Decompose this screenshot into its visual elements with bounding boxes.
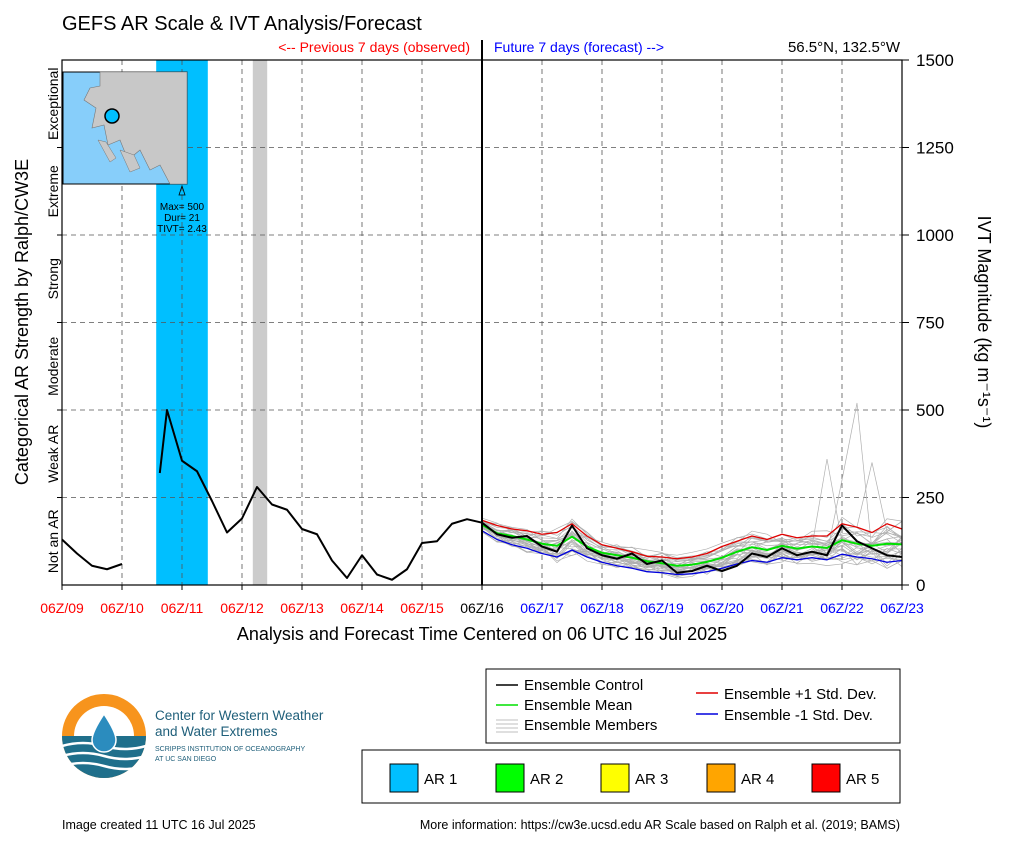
ensemble-plus-sd-line [481,519,903,560]
ar1-swatch [389,763,419,793]
series-legend: Ensemble Control Ensemble Mean Ensemble … [485,668,901,744]
ensemble-member-line [481,516,903,559]
ensemble-member-line [481,531,903,577]
ar5-swatch [811,763,841,793]
right-axis-tick-label: 250 [916,489,944,508]
logo-line-1: Center for Western Weather [155,708,324,723]
right-axis-tick-label: 500 [916,401,944,420]
logo-line-4: AT UC SAN DIEGO [155,756,217,763]
observed-ivt-line [158,409,483,581]
legend-members-label: Ensemble Members [524,717,657,734]
legend-plus-sd-label: Ensemble +1 Std. Dev. [724,686,877,703]
category-label: Strong [45,258,61,299]
x-axis-tick-label: 06Z/17 [520,600,564,616]
x-axis-tick-label: 06Z/16 [460,600,504,616]
x-axis-tick-label: 06Z/22 [820,600,864,616]
ensemble-member-line [481,458,903,566]
left-axis-title: Categorical AR Strength by Ralph/CW3E [12,159,32,485]
ensemble-control-line [481,521,903,574]
cw3e-logo: Center for Western Weather and Water Ext… [61,694,324,778]
logo-line-3: SCRIPPS INSTITUTION OF OCEANOGRAPHY [155,746,305,753]
category-label: Exceptional [45,68,61,140]
ar4-swatch [706,763,736,793]
right-axis-title: IVT Magnitude (kg m⁻¹s⁻¹) [974,216,994,429]
ar-category-legend: AR 1 AR 2 AR 3 AR 4 AR 5 [361,749,901,804]
x-axis-tick-label: 06Z/21 [760,600,804,616]
ar3-swatch [600,763,630,793]
annotation-duration: Dur= 21 [164,213,200,224]
x-axis-tick-label: 06Z/14 [340,600,384,616]
x-axis-title: Analysis and Forecast Time Centered on 0… [237,624,727,644]
category-label: Not an AR [45,509,61,573]
ar2-swatch [495,763,525,793]
annotation-tivt: TIVT= 2.43 [157,224,207,235]
ensemble-minus-sd-line [481,530,903,576]
ar3-label: AR 3 [635,771,668,788]
previous-period-label: <-- Previous 7 days (observed) [278,39,470,55]
x-axis-tick-label: 06Z/11 [161,600,204,616]
logo-line-2: and Water Extremes [155,724,278,739]
category-label: Extreme [45,165,61,217]
ensemble-members [481,402,903,579]
x-axis-tick-label: 06Z/19 [640,600,684,616]
x-axis-tick-label: 06Z/13 [280,600,324,616]
right-axis-tick-label: 750 [916,314,944,333]
category-label: Moderate [45,336,61,395]
right-axis-tick-label: 0 [916,576,925,595]
footer-created: Image created 11 UTC 16 Jul 2025 [62,818,256,832]
category-label: Weak AR [45,425,61,483]
observed-ivt-line [61,538,123,571]
right-axis-tick-label: 1500 [916,51,954,70]
ensemble-member-line [481,530,903,577]
x-axis-tick-label: 06Z/09 [40,600,84,616]
legend-mean-label: Ensemble Mean [524,697,632,714]
x-axis-tick-label: 06Z/20 [700,600,744,616]
ensemble-member-line [481,521,903,563]
x-axis-tick-label: 06Z/12 [220,600,264,616]
gridlines [62,60,902,585]
water-drop-icon [91,712,117,753]
location-marker-icon [104,108,120,124]
ar5-label: AR 5 [846,771,879,788]
right-axis-tick-label: 1000 [916,226,954,245]
legend-control-label: Ensemble Control [524,677,643,694]
location-label: 56.5°N, 132.5°W [788,39,901,56]
ensemble-member-line [481,519,903,563]
series-layer [61,409,903,581]
footer-more-info: More information: https://cw3e.ucsd.edu … [420,818,900,832]
ar1-label: AR 1 [424,771,457,788]
location-map-inset: Max= 500 Dur= 21 TIVT= 2.43 [62,71,207,235]
ar4-label: AR 4 [741,771,774,788]
ensemble-member-line [481,530,903,572]
x-axis-tick-label: 06Z/23 [880,600,924,616]
chart-title: GEFS AR Scale & IVT Analysis/Forecast [62,13,422,35]
legend-members-swatch [496,719,518,733]
ensemble-member-line [481,462,903,557]
x-axis-tick-label: 06Z/18 [580,600,624,616]
right-axis-tick-label: 1250 [916,139,954,158]
legend-minus-sd-label: Ensemble -1 Std. Dev. [724,707,873,724]
future-period-label: Future 7 days (forecast) --> [494,39,664,55]
x-axis-tick-label: 06Z/10 [100,600,144,616]
axes-layer: 0 250 500 750 1000 1250 1500 Not an AR Weak AR Mo… [40,51,954,616]
ar2-label: AR 2 [530,771,563,788]
annotation-max: Max= 500 [160,202,205,213]
x-axis-tick-label: 06Z/15 [400,600,444,616]
